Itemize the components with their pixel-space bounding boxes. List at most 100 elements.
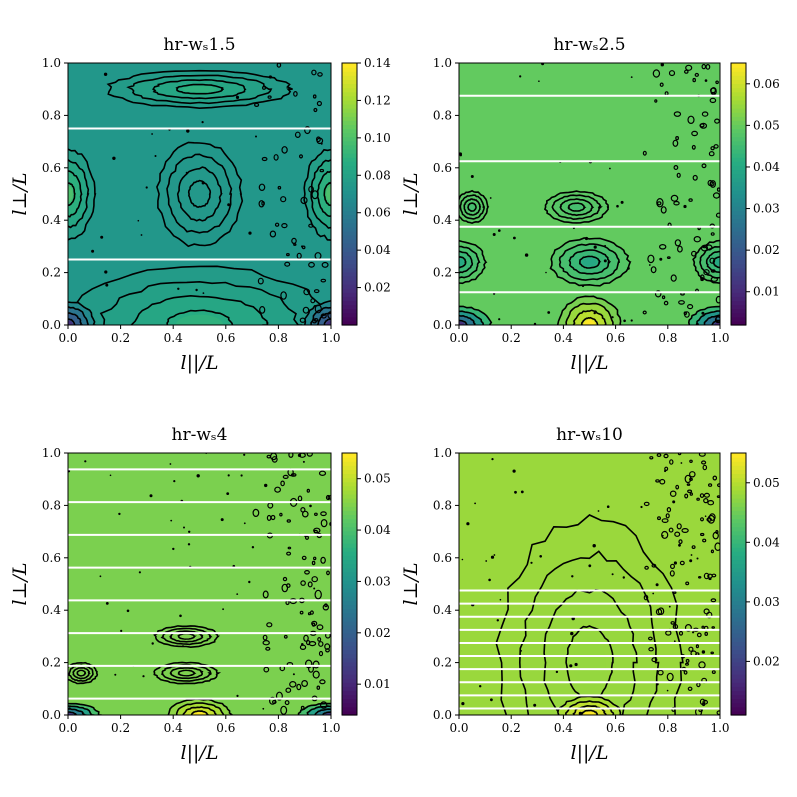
colorbar-tick-label: 0.14: [364, 56, 391, 70]
colorbar-tick-label: 0.08: [364, 168, 391, 182]
colorbar-tick-label: 0.02: [364, 626, 391, 640]
heatmap-feature: [68, 661, 99, 685]
x-axis-label: l||/L: [571, 742, 609, 764]
axes-frame: [67, 62, 332, 326]
y-tick-label: 0.2: [433, 266, 452, 280]
x-tick-label: 0.6: [606, 331, 625, 345]
colorbar-tick-label: 0.02: [364, 281, 391, 295]
x-tick-label: 0.8: [269, 331, 288, 345]
heatmap-core: [193, 712, 206, 715]
y-axis-label: l⊥/L: [9, 563, 31, 606]
colorbar: 0.01 0.02 0.03 0.04 0.05 0.06: [730, 62, 780, 326]
y-tick-label: 0.6: [42, 551, 61, 565]
colorbar: 0.02 0.03 0.04 0.05: [730, 452, 780, 716]
chart-panel: 0.0 0.2 0.4 0.6 0.8 1.0 0.0 0.2 0.4 0.6 0.8 1.0 hr-w…: [400, 35, 780, 374]
x-tick-label: 0.6: [606, 721, 625, 735]
heatmap-core: [326, 185, 331, 203]
x-tick-label: 1.0: [710, 331, 729, 345]
heatmap-feature: [556, 295, 622, 325]
heatmap-core: [182, 85, 217, 93]
heatmap-feature: [549, 237, 632, 287]
heatmap-feature: [297, 702, 331, 715]
colorbar: 0.01 0.02 0.03 0.04 0.05: [341, 452, 391, 716]
heatmap-core: [180, 671, 193, 676]
heatmap-core: [715, 258, 720, 266]
axes-frame: [458, 452, 721, 716]
y-tick-label: 0.0: [433, 708, 452, 722]
heatmap-feature: [156, 141, 244, 248]
colorbar-tick-label: 0.04: [364, 243, 391, 257]
colorbar-tick-label: 0.02: [753, 654, 780, 668]
x-tick-label: 0.4: [164, 721, 183, 735]
x-tick-label: 0.0: [449, 331, 468, 345]
y-tick-label: 1.0: [433, 446, 452, 460]
colorbar-tick-label: 0.06: [753, 77, 780, 91]
x-tick-label: 0.0: [449, 721, 468, 735]
colorbar-tick-label: 0.05: [753, 476, 780, 490]
heatmap-core: [325, 712, 331, 715]
heatmap-area: [68, 63, 331, 325]
heatmap-core: [583, 319, 596, 325]
noise-contours: [461, 453, 720, 715]
x-axis-label: l||/L: [181, 742, 219, 764]
heatmap-feature: [153, 661, 222, 685]
y-tick-label: 0.4: [42, 603, 61, 617]
heatmap-feature: [68, 148, 97, 241]
colorbar-tick-label: 0.01: [364, 677, 391, 691]
y-tick-label: 0.2: [433, 656, 452, 670]
x-axis-label: l||/L: [571, 352, 609, 374]
x-tick-label: 0.6: [216, 331, 235, 345]
heatmap-core: [68, 712, 74, 715]
heatmap-feature: [68, 702, 102, 715]
colorbar-tick-label: 0.01: [753, 285, 780, 299]
heatmap-core: [459, 321, 465, 325]
heatmap-core: [68, 320, 73, 325]
colorbar-tick-label: 0.04: [753, 535, 780, 549]
x-tick-label: 0.4: [554, 331, 573, 345]
y-tick-label: 0.2: [42, 656, 61, 670]
x-tick-label: 0.0: [58, 331, 77, 345]
y-tick-label: 0.8: [42, 498, 61, 512]
noise-contours: [91, 63, 331, 325]
y-tick-label: 1.0: [433, 56, 452, 70]
colorbar-tick-label: 0.03: [753, 202, 780, 216]
heatmap-feature: [153, 625, 221, 649]
heatmap-core: [459, 258, 464, 266]
x-tick-label: 0.4: [164, 331, 183, 345]
axes-frame: [458, 62, 721, 326]
x-axis-label: l||/L: [181, 352, 219, 374]
y-tick-label: 0.6: [42, 161, 61, 175]
heatmap-feature: [459, 305, 493, 325]
y-tick-label: 0.8: [433, 108, 452, 122]
heatmap-core: [180, 634, 193, 639]
y-tick-label: 0.0: [42, 318, 61, 332]
y-tick-label: 0.2: [42, 266, 61, 280]
y-tick-label: 1.0: [42, 446, 61, 460]
colorbar-frame: [730, 452, 747, 716]
x-tick-label: 0.8: [658, 721, 677, 735]
y-tick-label: 0.6: [433, 551, 452, 565]
chart-title: hr-wₛ1.5: [163, 35, 235, 55]
y-axis-label: l⊥/L: [400, 173, 422, 216]
heatmap-core: [175, 314, 224, 325]
colorbar-frame: [341, 62, 358, 326]
heatmap-core: [191, 184, 208, 204]
y-tick-label: 0.0: [42, 708, 61, 722]
heatmap-core: [583, 711, 596, 715]
y-tick-label: 0.8: [42, 108, 61, 122]
heatmap-core: [570, 204, 583, 210]
chart-title: hr-wₛ2.5: [553, 35, 625, 55]
heatmap-feature: [459, 239, 488, 285]
colorbar-tick-label: 0.05: [364, 472, 391, 486]
colorbar-frame: [730, 62, 747, 326]
y-tick-label: 1.0: [42, 56, 61, 70]
y-tick-label: 0.4: [433, 603, 452, 617]
heatmap-feature: [495, 514, 684, 715]
noise-contours: [68, 453, 331, 715]
y-tick-label: 0.6: [433, 161, 452, 175]
chart-panel: 0.0 0.2 0.4 0.6 0.8 1.0 0.0 0.2 0.4 0.6 0.8 1.0 hr-w…: [9, 425, 391, 764]
colorbar-tick-label: 0.04: [364, 523, 391, 537]
colorbar-tick-label: 0.04: [753, 160, 780, 174]
colorbar: 0.02 0.04 0.06 0.08 0.10 0.12 0.14: [341, 56, 391, 326]
